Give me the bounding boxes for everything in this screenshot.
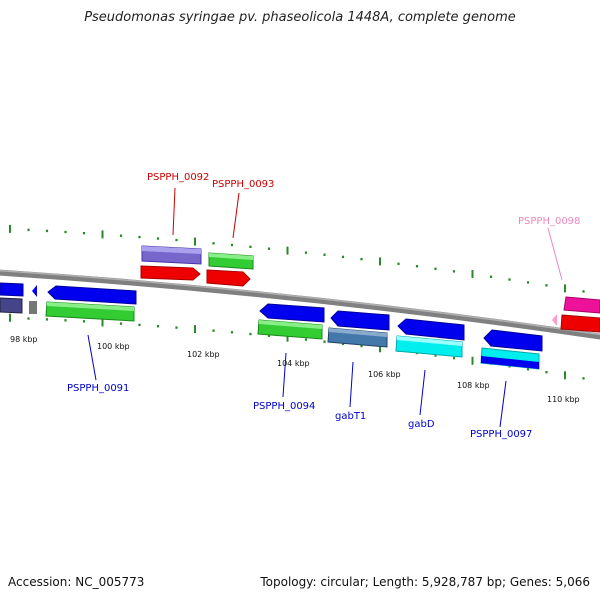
- gene-psp-0097-cyan[interactable]: [480, 347, 540, 370]
- gene-gabt1-blue[interactable]: [330, 310, 390, 331]
- gene-psp-0092-purple[interactable]: [141, 245, 202, 265]
- gene-left-edge-grey: [29, 301, 37, 314]
- gene-label-gabt1: gabT1: [335, 411, 366, 422]
- gene-psp-0097-blue[interactable]: [483, 329, 543, 352]
- accession-text: Accession: NC_005773: [8, 575, 145, 589]
- gene-psp-0098-red[interactable]: [560, 314, 600, 333]
- gene-label-psp-0097: PSPPH_0097: [470, 429, 532, 440]
- gene-psp-0094-green[interactable]: [257, 319, 323, 340]
- label-leader-lines: [87, 187, 563, 428]
- gene-psp-0093-red[interactable]: [206, 269, 251, 287]
- gene-psp-0091-blue[interactable]: [47, 285, 137, 305]
- genome-title: Pseudomonas syringae pv. phaseolicola 14…: [84, 10, 516, 25]
- gene-gabd-blue[interactable]: [397, 318, 465, 341]
- gene-label-psp-0091: PSPPH_0091: [67, 383, 129, 394]
- kbp-label-110: 110 kbp: [547, 395, 580, 404]
- kbp-label-98: 98 kbp: [10, 335, 38, 344]
- genome-backbone: [0, 269, 600, 340]
- genome-stats-text: Topology: circular; Length: 5,928,787 bp…: [260, 575, 590, 589]
- gene-psp-0094-blue[interactable]: [259, 303, 325, 323]
- gene-gabt1-steel[interactable]: [327, 327, 388, 348]
- gene-label-gabd: gabD: [408, 419, 435, 430]
- gene-labels: PSPPH_0092 PSPPH_0093 PSPPH_0098 PSPPH_0…: [67, 172, 580, 440]
- gene-label-psp-0092: PSPPH_0092: [147, 172, 209, 183]
- gene-label-psp-0094: PSPPH_0094: [253, 401, 315, 412]
- gene-psp-0098-magenta[interactable]: [563, 296, 600, 314]
- kbp-label-100: 100 kbp: [97, 342, 130, 351]
- kbp-label-108: 108 kbp: [457, 381, 490, 390]
- gene-label-psp-0093: PSPPH_0093: [212, 179, 274, 190]
- gene-left-edge-blue[interactable]: [0, 282, 24, 297]
- kbp-label-104: 104 kbp: [277, 359, 310, 368]
- gene-psp-0091-green[interactable]: [45, 301, 135, 322]
- gene-small-blue-arrow[interactable]: [32, 285, 37, 297]
- gene-psp-0092-red[interactable]: [140, 265, 201, 281]
- gene-psp-0093-green[interactable]: [208, 252, 254, 270]
- kbp-label-102: 102 kbp: [187, 350, 220, 359]
- gene-left-edge-dark[interactable]: [0, 297, 23, 314]
- gene-gabd-cyan[interactable]: [395, 335, 463, 358]
- gene-label-psp-0098: PSPPH_0098: [518, 216, 580, 227]
- kbp-labels: 98 kbp 100 kbp 102 kbp 104 kbp 106 kbp 1…: [10, 335, 580, 404]
- gene-pink-small: [552, 314, 557, 326]
- kbp-label-106: 106 kbp: [368, 370, 401, 379]
